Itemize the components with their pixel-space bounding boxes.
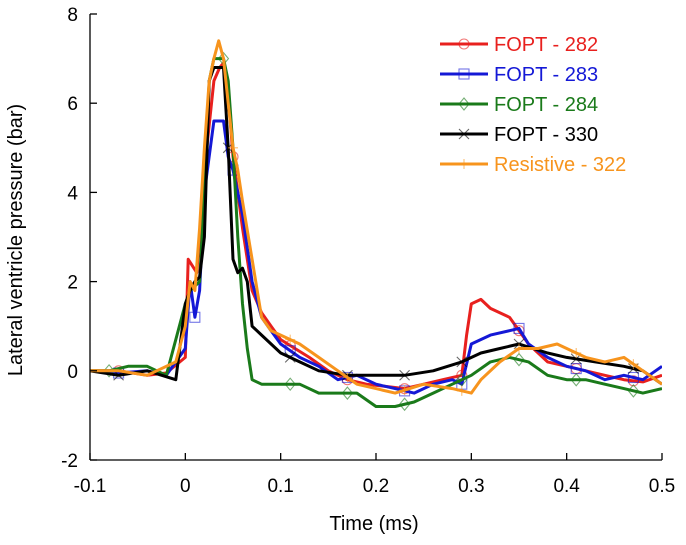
- legend-marker: [458, 97, 470, 111]
- data-point: [285, 334, 296, 345]
- data-point: [456, 385, 467, 396]
- data-point: [284, 345, 296, 357]
- x-tick-label: 0.2: [363, 476, 389, 497]
- ticks-layer: -0.1 0 0.1 0.2 0.3 0.4 0.5 -2 0 2 4 6 8: [61, 5, 675, 497]
- data-point: [103, 363, 115, 378]
- legend-item: Resistive - 322: [440, 154, 626, 176]
- data-point: [342, 372, 353, 383]
- data-point: [341, 386, 354, 400]
- legend: FOPT - 282 FOPT - 283 FOPT - 284 FOPT - 330…: [440, 34, 626, 176]
- data-point: [399, 369, 410, 381]
- legend-marker: [459, 159, 469, 169]
- legend-item: FOPT - 283: [440, 64, 598, 86]
- data-point: [513, 322, 525, 334]
- x-axis-title: Time (ms): [329, 513, 418, 535]
- y-tick-label: 8: [67, 5, 78, 26]
- legend-label: FOPT - 282: [494, 34, 598, 56]
- legend-label: FOPT - 283: [494, 64, 598, 86]
- data-point: [627, 384, 640, 398]
- data-point: [284, 352, 296, 363]
- y-tick-label: 0: [67, 362, 78, 383]
- data-point: [514, 343, 524, 354]
- y-tick-label: 2: [67, 273, 78, 294]
- legend-item: FOPT - 330: [440, 124, 598, 146]
- data-point: [399, 385, 410, 396]
- data-point: [228, 142, 238, 153]
- y-tick-label: -2: [61, 451, 78, 472]
- legend-marker: [458, 68, 470, 80]
- data-point: [456, 372, 468, 387]
- legend-label: Resistive - 322: [494, 154, 626, 176]
- x-tick-label: 0.4: [553, 476, 580, 497]
- y-tick-label: 4: [67, 183, 78, 204]
- series-layer: [90, 39, 662, 412]
- data-point: [398, 397, 411, 412]
- x-tick-label: 0.5: [649, 476, 675, 497]
- data-point: [628, 359, 639, 370]
- data-point: [627, 371, 639, 384]
- data-point: [189, 311, 201, 323]
- data-point: [456, 356, 468, 368]
- data-point: [571, 347, 582, 358]
- y-axis-title: Lateral ventricle pressure (bar): [5, 104, 27, 376]
- y-tick-label: 6: [67, 94, 78, 115]
- series-5: [90, 39, 662, 396]
- legend-item: FOPT - 282: [440, 34, 598, 56]
- legend-label: FOPT - 330: [494, 124, 598, 146]
- x-tick-label: 0: [180, 476, 191, 497]
- legend-label: FOPT - 284: [494, 94, 598, 116]
- data-point: [284, 377, 296, 392]
- x-tick-label: 0.1: [267, 476, 293, 497]
- legend-item: FOPT - 284: [440, 94, 598, 116]
- x-tick-label: 0.3: [458, 476, 484, 497]
- legend-marker: [458, 128, 470, 140]
- series-line: [90, 39, 662, 395]
- x-tick-label: -0.1: [74, 476, 107, 497]
- data-point: [570, 372, 582, 387]
- data-point: [513, 352, 525, 367]
- legend-marker: [458, 38, 470, 50]
